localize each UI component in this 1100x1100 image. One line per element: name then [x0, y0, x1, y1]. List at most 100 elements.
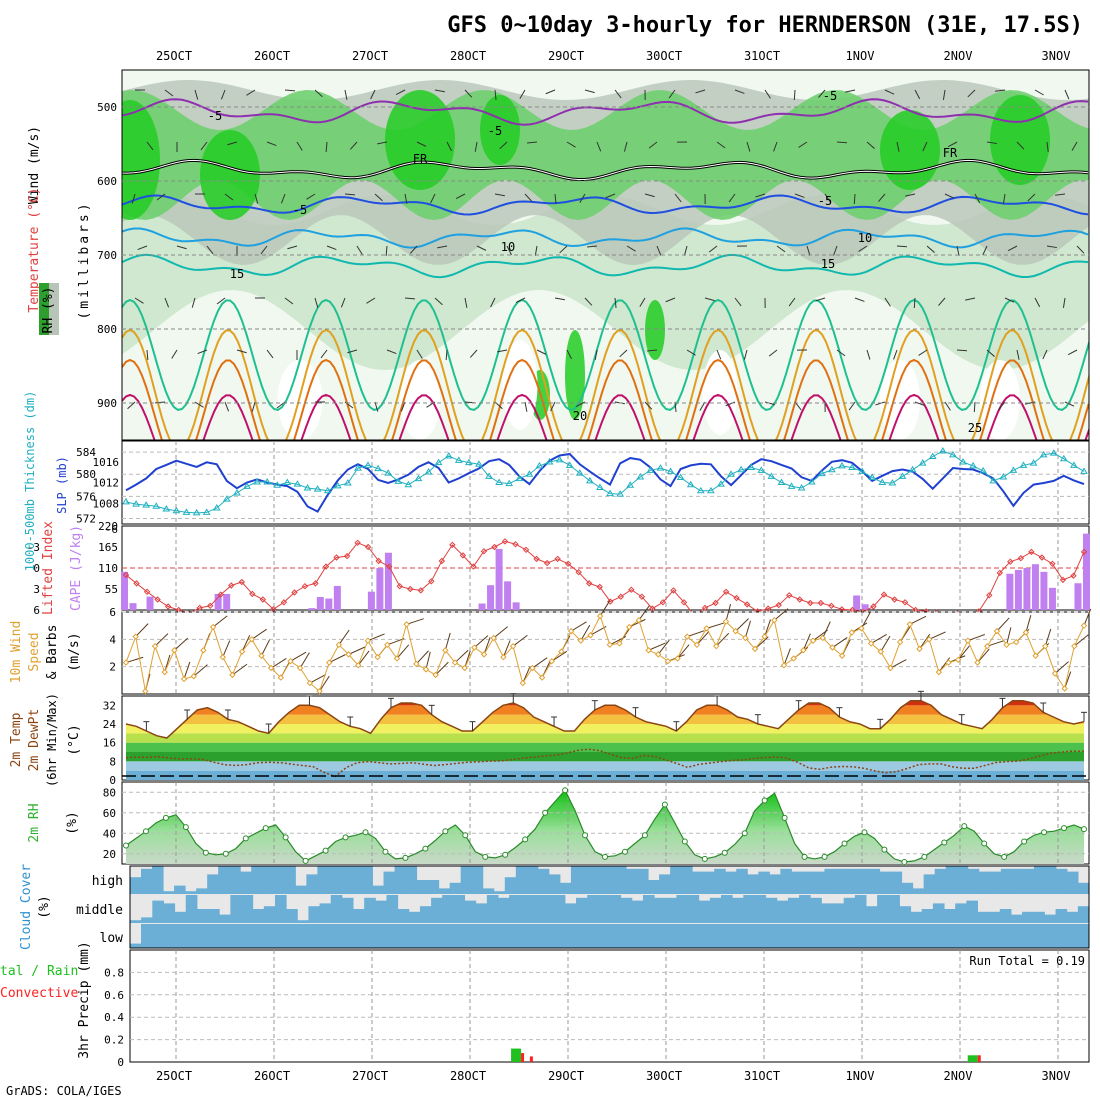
li-point-23 [364, 543, 372, 551]
cloud-middle-34 [509, 895, 521, 923]
wind-point-73 [829, 644, 836, 651]
cloud-middle-42 [598, 895, 610, 923]
rh-point-88 [1001, 853, 1008, 860]
contour-label-6: -5 [818, 194, 832, 208]
upper-barb-130 [191, 297, 196, 308]
upper-barb-145 [639, 297, 646, 307]
chart-title: GFS 0~10day 3-hourly for HERNDERSON (31E… [447, 13, 1083, 38]
cloud-middle-67 [877, 895, 889, 923]
cloud-middle-20 [353, 909, 365, 923]
wind-point-28 [393, 655, 401, 662]
rh-point-40 [522, 836, 529, 843]
cloud-middle-43 [609, 895, 622, 923]
cloud-high-61 [802, 871, 814, 894]
upper-barb-172 [497, 349, 508, 353]
cloud-middle-18 [330, 895, 343, 923]
thickness-point-20 [323, 486, 332, 494]
wind-point-74 [838, 652, 846, 659]
cloud-middle-32 [486, 895, 499, 923]
wind-point-5 [171, 647, 178, 654]
wind-point-31 [422, 666, 430, 673]
wind-point-56 [664, 657, 672, 665]
cloud-low-75 [956, 924, 969, 948]
thickness-point-10 [222, 495, 231, 502]
cloud-high-22 [372, 885, 385, 894]
cloud-low-45 [626, 924, 638, 948]
cloud-low-48 [659, 924, 671, 948]
p5-tick-2: 16 [103, 737, 116, 750]
upper-barb-31 [1064, 89, 1070, 100]
upper-barb-86 [794, 193, 805, 198]
p1-ytick-1: 600 [97, 175, 117, 188]
li-point-58 [733, 594, 740, 602]
li-point-45 [596, 583, 603, 591]
thickness-point-77 [898, 472, 907, 479]
cloud-low-18 [328, 924, 340, 948]
upper-barb-195 [224, 401, 230, 412]
rh-point-52 [641, 832, 648, 839]
wind-point-10 [219, 653, 226, 661]
cloud-high-27 [427, 880, 440, 894]
cloud-high-80 [1011, 868, 1024, 894]
cloud-high-62 [813, 871, 825, 894]
cloud-middle-79 [1010, 914, 1023, 923]
wind-point-27 [384, 641, 391, 649]
wind-point-89 [984, 642, 991, 650]
upper-barb-69 [280, 193, 286, 204]
cloud-low-68 [879, 924, 892, 948]
cloud-middle-72 [932, 903, 945, 923]
upper-barb-101 [287, 245, 298, 250]
li-point-9 [217, 591, 224, 598]
upper-barb-13 [519, 89, 526, 99]
thickness-point-6 [182, 508, 191, 515]
upper-barb-162 [197, 349, 208, 355]
li-point-2 [143, 588, 151, 596]
series-slp [125, 452, 1085, 513]
upper-barb-87 [824, 193, 831, 203]
upper-barb-133 [284, 297, 294, 305]
li-point-50 [649, 605, 656, 612]
thickness-point-8 [202, 508, 211, 515]
wind-point-21 [326, 659, 333, 666]
upper-barb-45 [527, 141, 538, 144]
cloud-high-50 [681, 866, 693, 894]
thickness-point-16 [283, 478, 292, 485]
upper-barb-125 [1007, 245, 1018, 252]
wind-barb-76 [860, 612, 871, 629]
upper-barb-193 [154, 401, 166, 404]
li-point-8 [207, 602, 214, 610]
cloud-high-70 [901, 882, 914, 894]
cloud-middle-64 [843, 897, 856, 923]
cloud-low-77 [978, 924, 991, 948]
upper-barb-49 [648, 141, 658, 149]
cloud-low-55 [736, 924, 748, 948]
wind-point-45 [558, 648, 565, 655]
wind-barb-79 [890, 659, 907, 669]
thickness-point-62 [747, 463, 756, 471]
upper-barb-70 [306, 193, 316, 200]
upper-barb-151 [815, 297, 826, 302]
p8-tick-4: 0.8 [104, 966, 124, 979]
li-point-72 [880, 591, 888, 598]
rh-point-20 [322, 847, 329, 854]
li-point-15 [280, 599, 288, 606]
wind-barb-70 [802, 633, 811, 651]
wind-point-86 [954, 656, 962, 664]
wind-barb-86 [957, 645, 970, 661]
upper-barb-24 [845, 89, 856, 93]
li-point-85 [1017, 554, 1025, 562]
upper-barb-23 [818, 89, 826, 98]
upper-barb-196 [251, 401, 256, 412]
cloud-high-51 [692, 871, 704, 894]
upper-barb-10 [434, 89, 445, 93]
wind-point-78 [877, 648, 884, 655]
upper-barb-18 [668, 89, 676, 99]
thickness-point-83 [959, 458, 967, 465]
x-tick-top-3: 28OCT [450, 49, 486, 63]
cloud-middle-8 [219, 914, 231, 923]
x-tick-top-6: 31OCT [744, 49, 780, 63]
thickness-point-78 [908, 465, 917, 473]
cloud-low-56 [747, 924, 759, 948]
cloud-low-13 [273, 924, 285, 948]
cloud-high-18 [328, 866, 340, 894]
